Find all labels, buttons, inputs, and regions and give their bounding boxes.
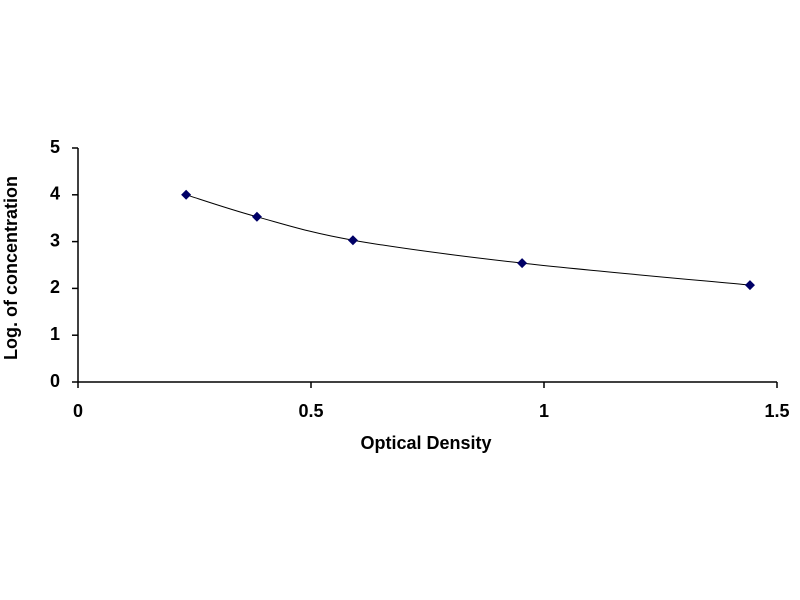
marker — [251, 211, 262, 222]
y-axis-title: Log. of concentration — [1, 176, 21, 360]
x-tick-label: 0.5 — [298, 401, 323, 421]
marker — [181, 189, 192, 200]
marker — [744, 280, 755, 291]
marker — [347, 235, 358, 246]
curve — [185, 194, 751, 286]
y-tick-label: 5 — [50, 137, 60, 157]
x-tick-label: 0 — [73, 401, 83, 421]
y-tick-label: 0 — [50, 371, 60, 391]
x-axis-title: Optical Density — [360, 433, 491, 453]
x-tick-label: 1 — [539, 401, 549, 421]
marker — [517, 258, 528, 269]
y-tick-label: 2 — [50, 277, 60, 297]
y-tick-label: 1 — [50, 324, 60, 344]
y-tick-label: 4 — [50, 184, 60, 204]
x-tick-label: 1.5 — [764, 401, 789, 421]
y-tick-label: 3 — [50, 230, 60, 250]
